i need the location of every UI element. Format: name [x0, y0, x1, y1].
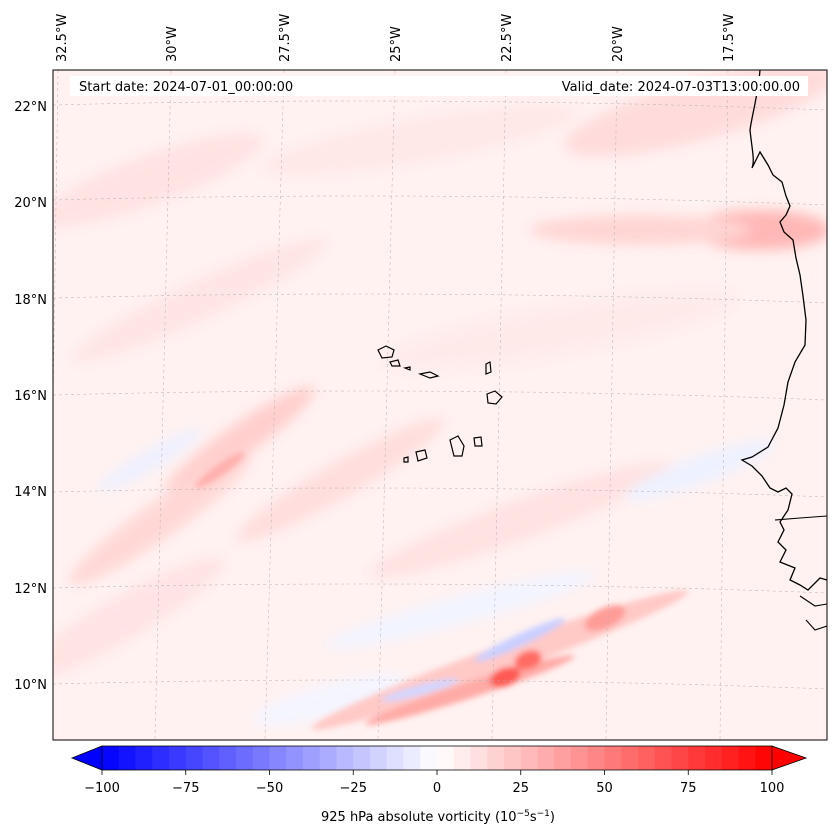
colorbar-step: [738, 746, 756, 770]
colorbar-step: [370, 746, 388, 770]
colorbar-tick-label: 0: [433, 781, 441, 796]
lon-label: 25°W: [389, 26, 404, 62]
lat-label: 16°N: [14, 389, 47, 404]
colorbar-step: [236, 746, 254, 770]
lon-label: 27.5°W: [278, 14, 293, 62]
colorbar-step: [604, 746, 622, 770]
colorbar-step: [587, 746, 605, 770]
colorbar-step: [403, 746, 421, 770]
lon-label: 17.5°W: [722, 14, 737, 62]
colorbar-step: [135, 746, 153, 770]
lat-label: 22°N: [14, 100, 47, 115]
colorbar-steps: [102, 746, 773, 770]
colorbar-step: [353, 746, 371, 770]
colorbar-min-arrow: [70, 745, 103, 771]
colorbar-step: [621, 746, 639, 770]
colorbar-tick-label: 25: [512, 781, 529, 796]
colorbar-step: [520, 746, 538, 770]
lon-label: 30°W: [165, 26, 180, 62]
colorbar-tick-label: −75: [172, 781, 199, 796]
lon-label: 20°W: [611, 26, 626, 62]
gambia-river: [774, 515, 827, 521]
colorbar: −100 −75 −50 −25 0 25 50 75 100 925 hPa absolute…: [70, 745, 808, 825]
colorbar-step: [705, 746, 723, 770]
lat-label: 12°N: [14, 582, 47, 597]
colorbar-step: [537, 746, 555, 770]
colorbar-step: [252, 746, 270, 770]
cape-verde-islands: [377, 345, 503, 463]
colorbar-step: [654, 746, 672, 770]
colorbar-tick-label: −25: [340, 781, 367, 796]
colorbar-tick-label: 100: [760, 781, 785, 796]
start-date-label: Start date: 2024-07-01_00:00:00: [79, 80, 293, 95]
map-frame: [52, 69, 828, 741]
lat-label: 18°N: [14, 293, 47, 308]
map-panel[interactable]: Start date: 2024-07-01_00:00:00 Valid_da…: [5, 45, 837, 742]
longitude-labels: 32.5°W 30°W 27.5°W 25°W 22.5°W 20°W 17.5…: [55, 14, 737, 62]
colorbar-step: [118, 746, 136, 770]
colorbar-step: [185, 746, 203, 770]
colorbar-step: [453, 746, 471, 770]
colorbar-step: [487, 746, 505, 770]
colorbar-step: [688, 746, 706, 770]
latitude-labels: 22°N 20°N 18°N 16°N 14°N 12°N 10°N: [14, 100, 47, 693]
valid-date-label: Valid_date: 2024-07-03T13:00:00.00: [562, 80, 800, 95]
colorbar-step: [386, 746, 404, 770]
colorbar-step: [286, 746, 304, 770]
colorbar-step: [169, 746, 187, 770]
colorbar-tick-label: 50: [596, 781, 613, 796]
colorbar-tick-label: 75: [680, 781, 697, 796]
colorbar-step: [269, 746, 287, 770]
colorbar-step: [420, 746, 438, 770]
colorbar-step: [319, 746, 337, 770]
colorbar-step: [470, 746, 488, 770]
african-coastline: [740, 70, 827, 591]
header-box: [70, 76, 808, 96]
colorbar-step: [504, 746, 522, 770]
colorbar-label: 925 hPa absolute vorticity (10−5s−1): [321, 809, 555, 825]
graticule: [53, 70, 827, 740]
colorbar-tick-label: −100: [84, 781, 120, 796]
colorbar-tick-label: −50: [256, 781, 283, 796]
lon-label: 22.5°W: [500, 14, 515, 62]
colorbar-step: [219, 746, 237, 770]
colorbar-step: [554, 746, 572, 770]
colorbar-step: [102, 746, 120, 770]
colorbar-ticks: −100 −75 −50 −25 0 25 50 75 100: [84, 770, 784, 796]
colorbar-step: [437, 746, 455, 770]
lat-label: 14°N: [14, 485, 47, 500]
lat-label: 20°N: [14, 196, 47, 211]
vorticity-band: [195, 452, 688, 730]
colorbar-step: [336, 746, 354, 770]
colorbar-max-arrow: [771, 745, 808, 771]
lon-label: 32.5°W: [55, 14, 70, 62]
colorbar-step: [202, 746, 220, 770]
guinea-bissau-coast: [799, 595, 827, 631]
colorbar-step: [638, 746, 656, 770]
colorbar-step: [755, 746, 773, 770]
colorbar-step: [671, 746, 689, 770]
colorbar-step: [571, 746, 589, 770]
colorbar-step: [303, 746, 321, 770]
lat-label: 10°N: [14, 678, 47, 693]
colorbar-step: [152, 746, 170, 770]
colorbar-step: [721, 746, 739, 770]
